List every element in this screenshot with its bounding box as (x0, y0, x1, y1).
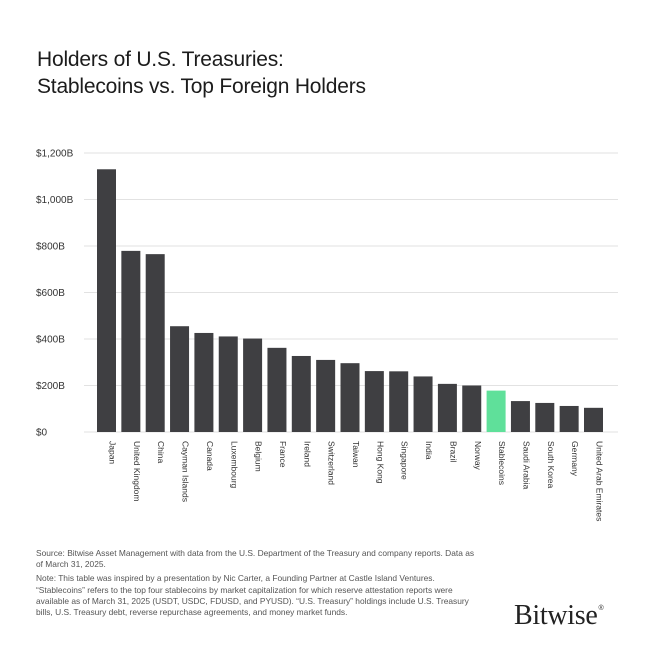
bar (121, 250, 141, 432)
bar (584, 407, 603, 432)
x-category-label: Switzerland (327, 441, 337, 485)
bar (437, 383, 457, 432)
y-tick-label: $600B (36, 288, 65, 299)
registered-mark: ® (598, 605, 604, 612)
x-category-label: Hong Kong (375, 441, 385, 484)
x-category-label: Belgium (254, 441, 264, 472)
bar (535, 402, 555, 432)
source-note: Source: Bitwise Asset Management with da… (36, 548, 475, 570)
x-category-label: South Korea (546, 441, 556, 489)
y-tick-label: $800B (36, 242, 65, 253)
x-category-label: United Arab Emirates (595, 441, 605, 521)
chart-title-line-1: Holders of U.S. Treasuries: (37, 48, 284, 71)
bar (291, 355, 311, 432)
bar (559, 405, 579, 432)
x-category-label: Norway (473, 441, 483, 471)
x-category-label: United Kingdom (132, 441, 142, 501)
footnotes: Source: Bitwise Asset Management with da… (36, 548, 476, 621)
bar (389, 371, 409, 432)
x-category-label: Stablecoins (497, 441, 507, 485)
y-tick-label: $1,000B (36, 195, 74, 206)
x-category-label: Canada (205, 441, 215, 471)
bar (462, 385, 482, 432)
bar (218, 336, 238, 432)
bar-chart: $0 $200B $400B $600B $800B $1,000B $1,200B Jap… (36, 149, 618, 521)
x-category-label: Luxembourg (229, 441, 239, 489)
x-category-label: Saudi Arabia (521, 441, 531, 489)
y-tick-label: $400B (36, 335, 65, 346)
bar (170, 326, 190, 432)
x-category-label: Ireland (302, 441, 312, 467)
x-category-label: India (424, 441, 434, 460)
y-tick-label: $1,200B (36, 149, 74, 160)
y-tick-label: $0 (36, 428, 48, 439)
bar (267, 347, 287, 432)
chart-title: Holders of U.S. Treasuries: Stablecoins … (37, 46, 597, 100)
bar (145, 254, 165, 432)
x-category-label: Cayman Islands (181, 441, 191, 502)
bar (243, 338, 263, 432)
bar (510, 401, 530, 432)
chart-title-line-2: Stablecoins vs. Top Foreign Holders (37, 75, 366, 98)
y-axis-ticks: $0 $200B $400B $600B $800B $1,000B $1,200B (36, 149, 74, 439)
bar (316, 359, 336, 432)
x-category-label: Germany (570, 441, 580, 477)
bar (97, 169, 116, 432)
methodology-note: Note: This table was inspired by a prese… (36, 573, 469, 618)
bar (364, 371, 384, 432)
x-axis-category-labels: Japan United Kingdom China Cayman Islands Ca… (108, 441, 605, 521)
x-category-label: China (156, 441, 166, 463)
x-category-label: France (278, 441, 288, 468)
brand-name: Bitwise (514, 600, 598, 631)
x-category-label: Brazil (448, 441, 458, 462)
x-category-label: Singapore (400, 441, 410, 480)
x-category-label: Taiwan (351, 441, 361, 468)
y-tick-label: $200B (36, 381, 65, 392)
bar (340, 363, 360, 432)
bars (97, 169, 603, 432)
bar (194, 332, 214, 432)
bar-highlight (486, 390, 506, 432)
bar (413, 376, 433, 432)
x-category-label: Japan (108, 441, 118, 464)
bitwise-logo: Bitwise® (514, 600, 604, 632)
